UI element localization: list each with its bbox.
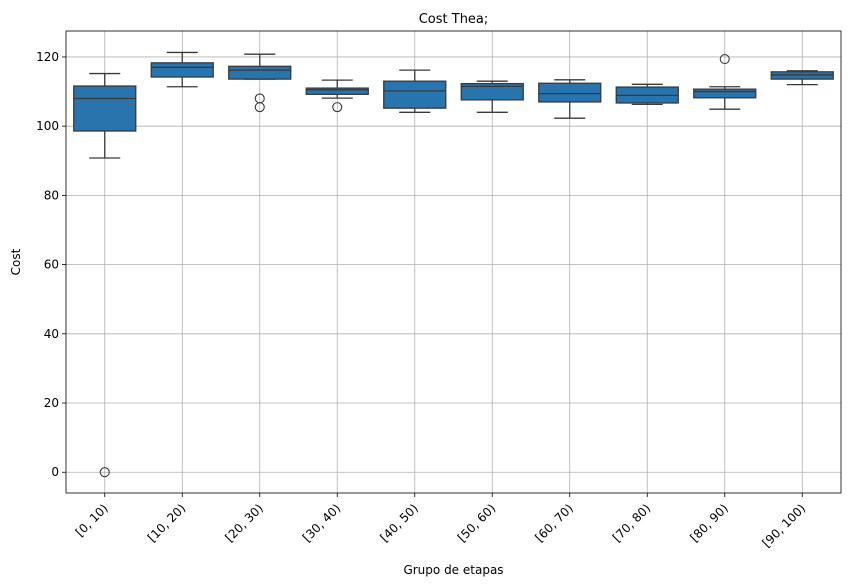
outlier-point xyxy=(332,102,343,113)
x-tick-label: [90, 100) xyxy=(759,501,808,550)
box-group xyxy=(460,80,524,113)
x-tick-label: [30, 40) xyxy=(300,501,344,545)
box xyxy=(73,85,137,132)
x-tick-label: [80, 90) xyxy=(687,501,731,545)
y-tick-label: 80 xyxy=(44,188,59,202)
x-tick-label: [20, 30) xyxy=(222,501,266,545)
box xyxy=(228,65,292,80)
y-axis-label: Cost xyxy=(9,248,23,275)
box xyxy=(305,87,369,95)
boxes xyxy=(73,51,834,478)
plot-frame xyxy=(65,30,842,494)
y-tick-label: 0 xyxy=(51,465,59,479)
y-axis: 0 20 40 60 80 100 120 xyxy=(36,50,66,479)
y-tick-label: 40 xyxy=(44,327,59,341)
x-tick-label: [60, 70) xyxy=(532,501,576,545)
x-tick-label: [0, 10) xyxy=(73,501,111,539)
box-group xyxy=(770,70,834,86)
box-group xyxy=(693,53,757,110)
x-tick-label: [40, 50) xyxy=(377,501,421,545)
box xyxy=(538,82,602,103)
outlier-point xyxy=(99,467,110,478)
y-tick-label: 120 xyxy=(36,50,59,64)
box xyxy=(693,88,757,99)
x-axis: [0, 10) [10, 20) [20, 30) [30, 40) [40, 50) [… xyxy=(73,493,808,550)
x-tick-label: [50, 60) xyxy=(455,501,499,545)
x-axis-label: Grupo de etapas xyxy=(403,563,503,577)
chart-title: Cost Thea; xyxy=(419,12,489,27)
y-tick-label: 100 xyxy=(36,119,59,133)
box xyxy=(150,62,214,78)
box-group xyxy=(538,79,602,119)
y-tick-label: 60 xyxy=(44,258,59,272)
box-group xyxy=(73,72,137,478)
outlier-point xyxy=(254,102,265,113)
box-group xyxy=(383,69,447,113)
y-tick-label: 20 xyxy=(44,396,59,410)
box-group xyxy=(228,53,292,113)
box-group xyxy=(305,79,369,113)
outlier-point xyxy=(719,53,730,65)
box-group xyxy=(150,51,214,88)
box xyxy=(383,80,447,109)
box xyxy=(460,82,524,101)
x-tick-label: [10, 20) xyxy=(145,501,189,545)
x-tick-label: [70, 80) xyxy=(610,501,654,545)
box-group xyxy=(615,83,679,106)
